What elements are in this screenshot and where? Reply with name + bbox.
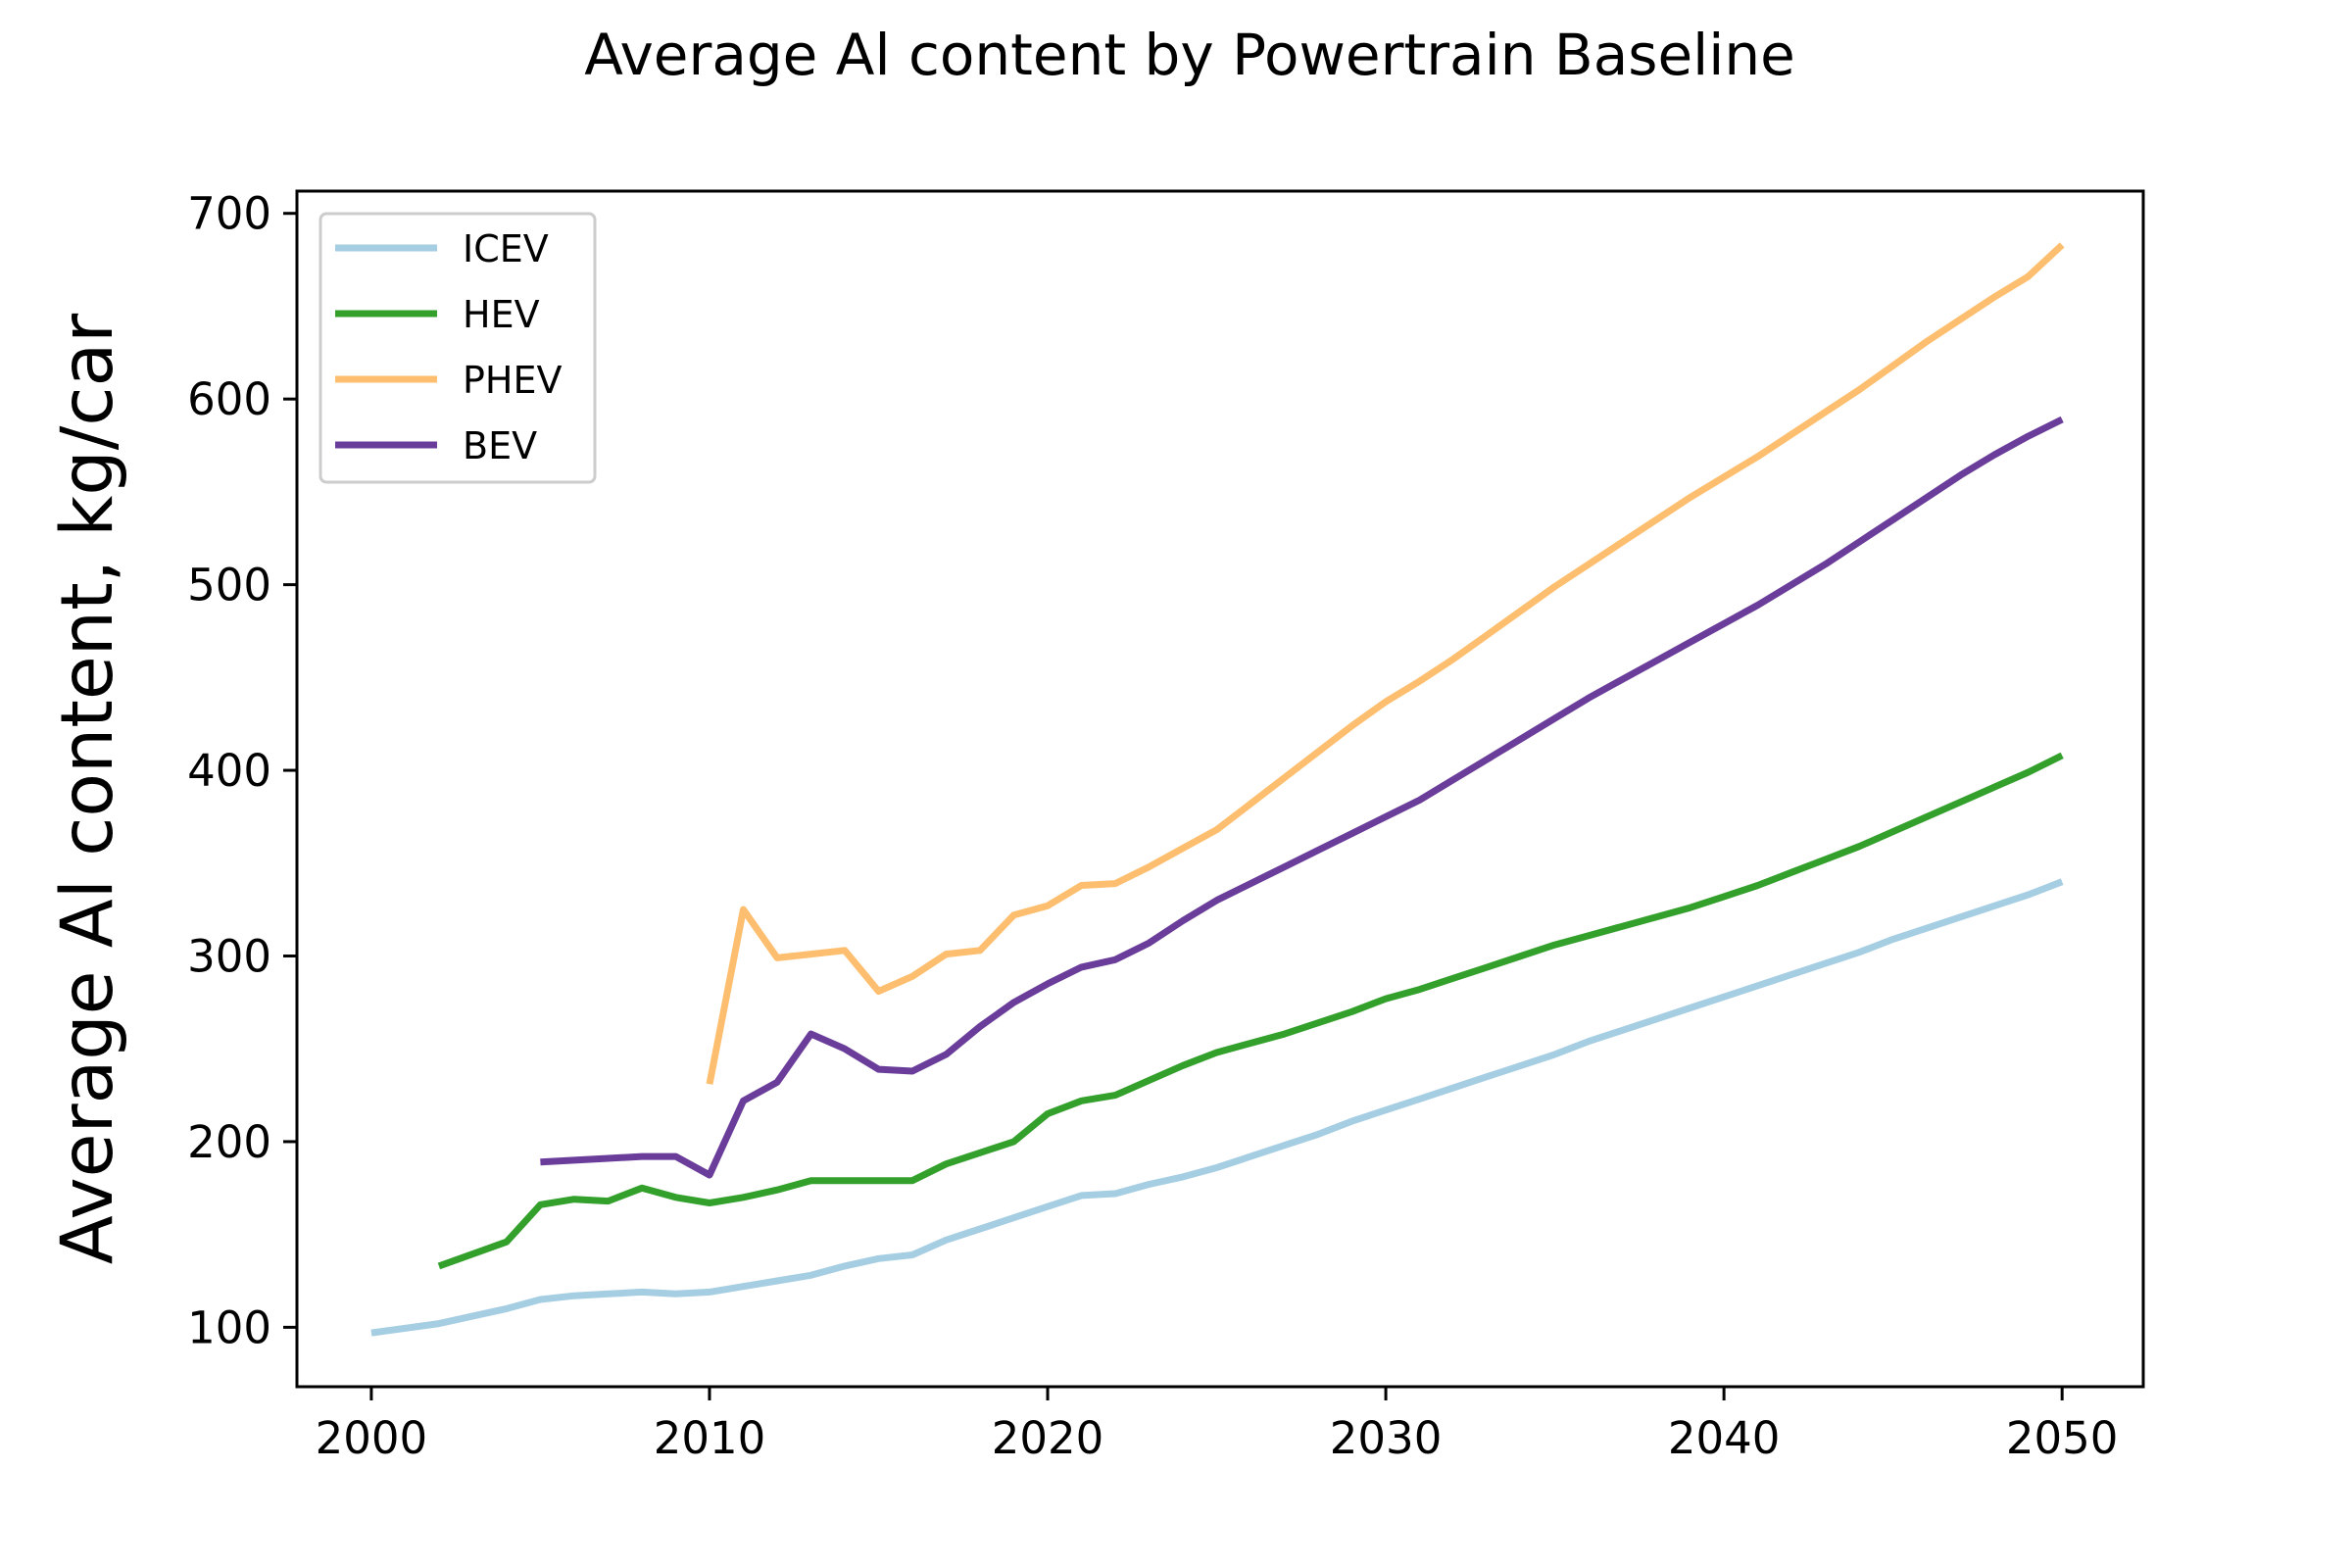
y-tick-label: 500 [187,560,271,612]
x-tick-label: 2000 [316,1412,428,1464]
x-tick-label: 2040 [1668,1412,1781,1464]
legend-label-bev: BEV [463,424,537,467]
series-line-phev [706,242,2065,1085]
legend-label-icev: ICEV [463,227,549,270]
series-layer [370,242,2065,1337]
x-tick-label: 2010 [654,1412,766,1464]
chart-title: Average Al content by Powertrain Baselin… [584,22,1795,88]
x-axis: 2000 2010 2020 2030 2040 2050 [316,1387,2119,1464]
x-tick-label: 2050 [2006,1412,2119,1464]
y-tick-label: 600 [187,373,271,425]
y-tick-label: 400 [187,745,271,797]
y-tick-label: 700 [187,188,271,240]
y-tick-label: 200 [187,1116,271,1168]
y-axis: 100 200 300 400 500 600 700 [187,188,297,1353]
legend: ICEV HEV PHEV BEV [318,212,597,484]
legend-frame [318,212,597,484]
x-tick-label: 2020 [992,1412,1104,1464]
legend-label-phev: PHEV [463,359,563,402]
plot-area-frame [295,189,2145,1389]
series-line-hev [437,752,2064,1270]
y-tick-label: 300 [187,930,271,982]
series-line-icev [370,878,2064,1337]
series-line-bev [540,416,2064,1179]
x-tick-label: 2030 [1330,1412,1443,1464]
y-axis-label: Average Al content, kg/car [46,313,129,1264]
legend-label-hev: HEV [463,293,540,336]
y-tick-label: 100 [187,1301,271,1353]
